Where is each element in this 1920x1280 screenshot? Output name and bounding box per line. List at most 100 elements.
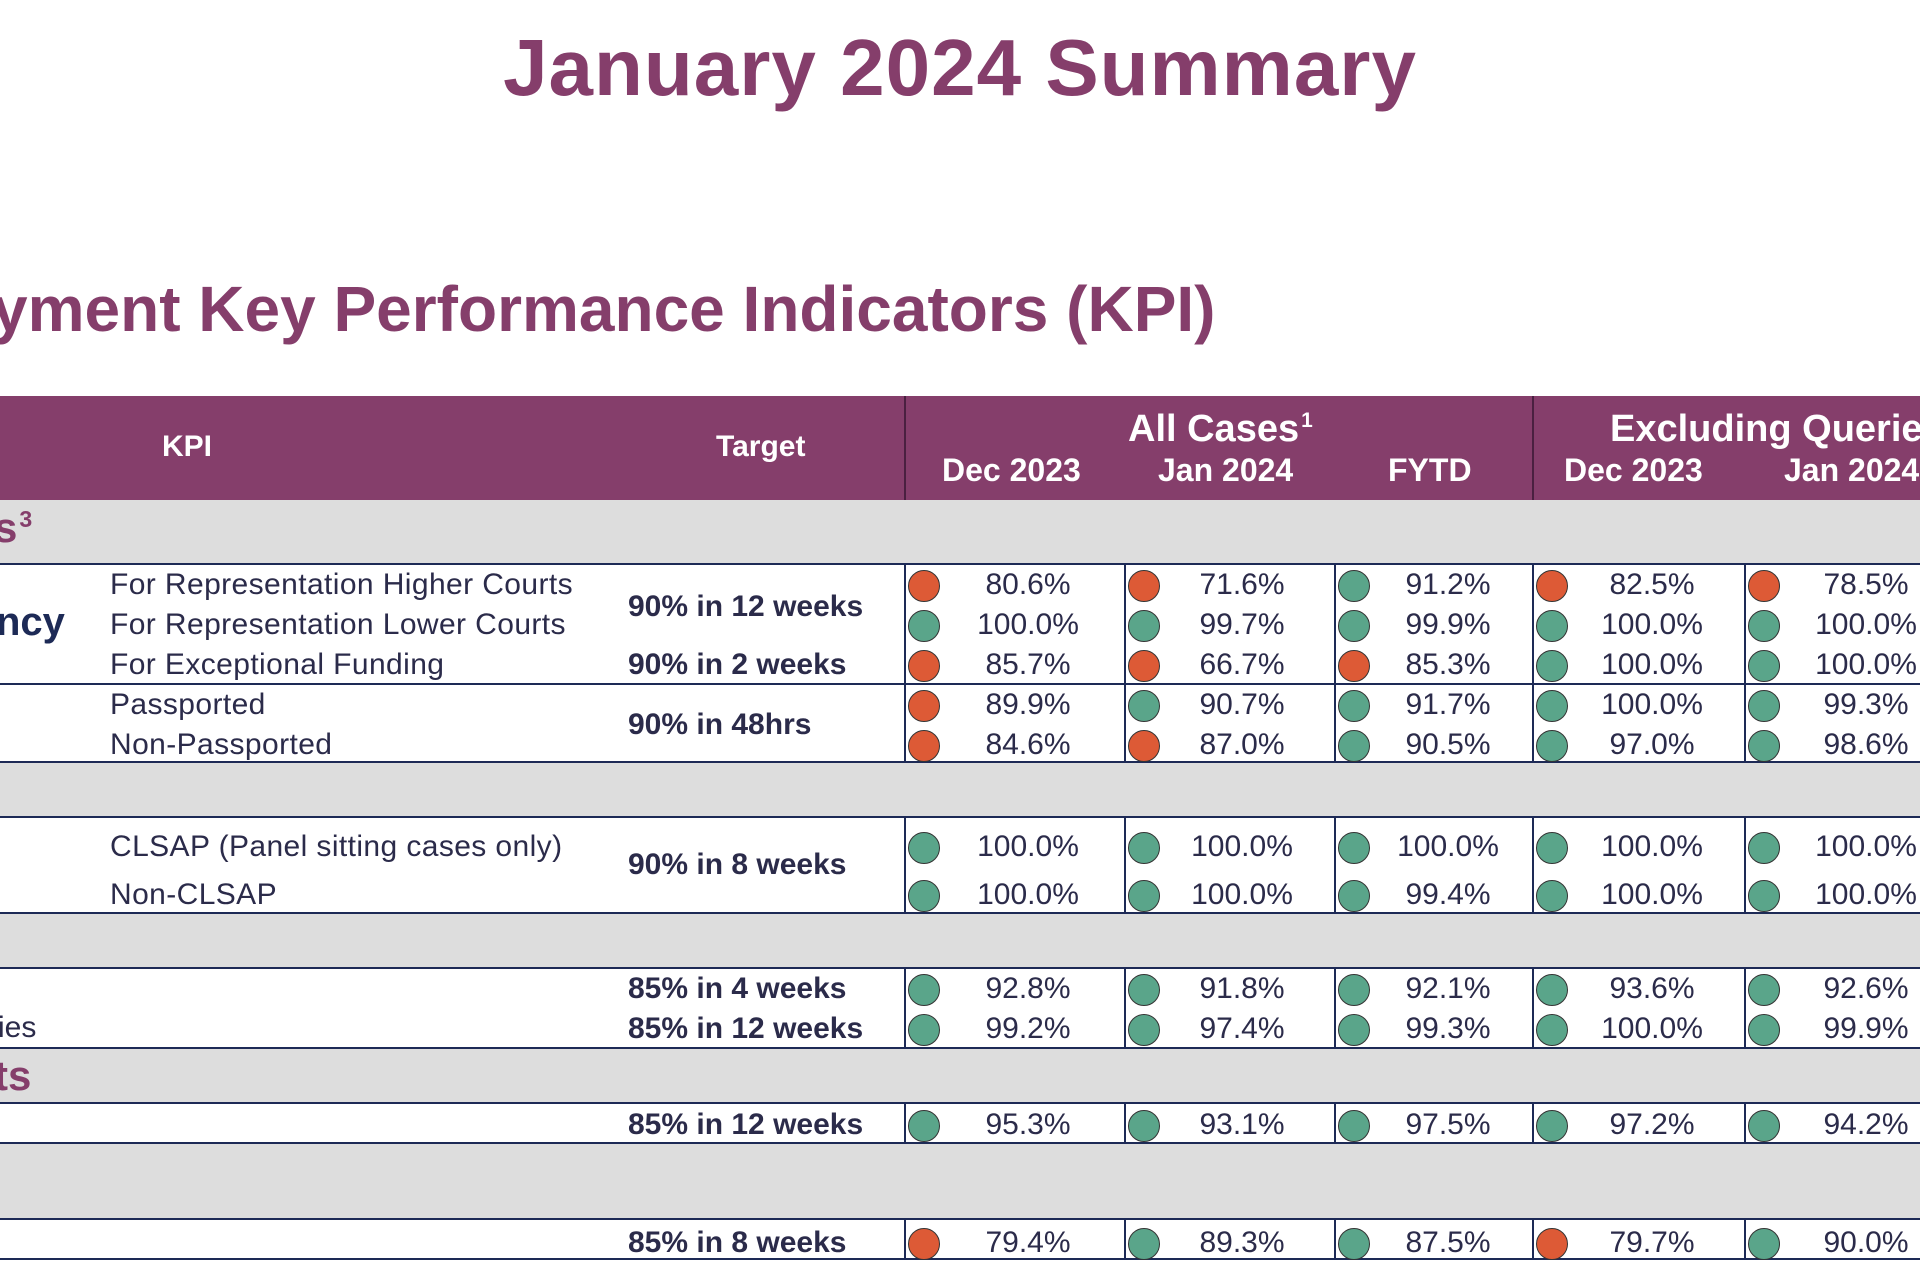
section-band bbox=[0, 1142, 1920, 1218]
row-label: ies bbox=[0, 1011, 37, 1044]
status-green-icon bbox=[1748, 1014, 1780, 1046]
kpi-label: For Exceptional Funding bbox=[110, 648, 445, 681]
target-value: 85% in 8 weeks bbox=[628, 1226, 847, 1259]
column-divider bbox=[1532, 1102, 1534, 1142]
kpi-value: 100.0% bbox=[1397, 830, 1499, 863]
column-divider bbox=[1124, 1102, 1126, 1142]
status-green-icon bbox=[1128, 832, 1160, 864]
column-divider bbox=[1124, 967, 1126, 1047]
kpi-value: 100.0% bbox=[1191, 830, 1293, 863]
col-header-dec-2023: Dec 2023 bbox=[942, 452, 1081, 488]
kpi-value: 66.7% bbox=[1199, 648, 1285, 681]
group-label: ncy bbox=[0, 600, 65, 644]
column-divider bbox=[1124, 563, 1126, 683]
status-green-icon bbox=[908, 610, 940, 642]
status-red-icon bbox=[1128, 650, 1160, 682]
status-red-icon bbox=[1128, 730, 1160, 762]
status-green-icon bbox=[1536, 690, 1568, 722]
kpi-value: 95.3% bbox=[985, 1108, 1071, 1141]
row-divider bbox=[0, 1218, 1920, 1220]
kpi-value: 97.5% bbox=[1405, 1108, 1491, 1141]
row-divider bbox=[0, 1258, 1920, 1260]
section-band: ts bbox=[0, 1048, 1920, 1102]
kpi-value: 100.0% bbox=[1601, 830, 1703, 863]
kpi-value: 100.0% bbox=[1601, 878, 1703, 911]
column-divider bbox=[1124, 683, 1126, 761]
target-value: 85% in 12 weeks bbox=[628, 1012, 864, 1045]
status-green-icon bbox=[1536, 650, 1568, 682]
kpi-label: For Representation Higher Courts bbox=[110, 568, 574, 601]
column-divider bbox=[904, 1102, 906, 1142]
status-green-icon bbox=[1536, 832, 1568, 864]
page-title: January 2024 Summary bbox=[503, 23, 1417, 112]
status-green-icon bbox=[1338, 974, 1370, 1006]
column-divider bbox=[1532, 683, 1534, 761]
section-band: s3 bbox=[0, 500, 1920, 564]
status-green-icon bbox=[1536, 1014, 1568, 1046]
column-divider bbox=[1744, 563, 1746, 683]
column-divider bbox=[904, 1218, 906, 1258]
status-green-icon bbox=[1338, 690, 1370, 722]
section-label: s3 bbox=[0, 504, 33, 551]
column-divider bbox=[1532, 816, 1534, 912]
target-value: 85% in 12 weeks bbox=[628, 1108, 864, 1141]
section-band bbox=[0, 913, 1920, 967]
column-divider bbox=[1334, 563, 1336, 683]
status-red-icon bbox=[1128, 570, 1160, 602]
column-divider bbox=[904, 967, 906, 1047]
kpi-value: 90.7% bbox=[1199, 688, 1285, 721]
status-green-icon bbox=[908, 974, 940, 1006]
table-header: KPI Target All Cases1 Excluding Queried … bbox=[0, 396, 1920, 500]
row-divider bbox=[0, 1102, 1920, 1104]
kpi-value: 100.0% bbox=[1815, 648, 1917, 681]
footnote-marker: 1 bbox=[1301, 409, 1313, 433]
footnote-marker: 3 bbox=[19, 506, 33, 532]
status-green-icon bbox=[1536, 880, 1568, 912]
kpi-value: 71.6% bbox=[1199, 568, 1285, 601]
kpi-value: 93.1% bbox=[1199, 1108, 1285, 1141]
status-green-icon bbox=[1338, 832, 1370, 864]
row-divider bbox=[0, 912, 1920, 914]
column-divider bbox=[1532, 967, 1534, 1047]
column-divider bbox=[1334, 1102, 1336, 1142]
kpi-column-header: KPI bbox=[162, 430, 213, 463]
kpi-value: 84.6% bbox=[985, 728, 1071, 761]
status-green-icon bbox=[1748, 650, 1780, 682]
status-red-icon bbox=[1748, 570, 1780, 602]
status-red-icon bbox=[908, 570, 940, 602]
status-red-icon bbox=[1536, 570, 1568, 602]
status-red-icon bbox=[1338, 650, 1370, 682]
status-green-icon bbox=[1128, 1228, 1160, 1260]
status-green-icon bbox=[1338, 1014, 1370, 1046]
column-divider bbox=[1124, 1218, 1126, 1258]
header-divider bbox=[1532, 396, 1534, 500]
column-divider bbox=[1334, 816, 1336, 912]
kpi-value: 100.0% bbox=[1815, 878, 1917, 911]
section-band bbox=[0, 762, 1920, 816]
kpi-value: 97.0% bbox=[1609, 728, 1695, 761]
column-divider bbox=[1334, 967, 1336, 1047]
kpi-value: 89.3% bbox=[1199, 1226, 1285, 1259]
target-value: 90% in 8 weeks bbox=[628, 848, 847, 881]
status-green-icon bbox=[1338, 1228, 1370, 1260]
status-green-icon bbox=[1128, 974, 1160, 1006]
status-green-icon bbox=[1536, 730, 1568, 762]
kpi-value: 93.6% bbox=[1609, 972, 1695, 1005]
target-column-header: Target bbox=[716, 430, 806, 463]
status-green-icon bbox=[1748, 1228, 1780, 1260]
status-green-icon bbox=[1338, 610, 1370, 642]
kpi-value: 99.2% bbox=[985, 1012, 1071, 1045]
row-divider bbox=[0, 816, 1920, 818]
column-divider bbox=[1334, 1218, 1336, 1258]
status-green-icon bbox=[1338, 730, 1370, 762]
status-green-icon bbox=[1338, 1110, 1370, 1142]
kpi-value: 97.2% bbox=[1609, 1108, 1695, 1141]
column-divider bbox=[1532, 1218, 1534, 1258]
kpi-value: 91.7% bbox=[1405, 688, 1491, 721]
all-cases-label: All Cases bbox=[1128, 408, 1300, 450]
kpi-value: 82.5% bbox=[1609, 568, 1695, 601]
status-green-icon bbox=[1748, 690, 1780, 722]
column-divider bbox=[1124, 816, 1126, 912]
kpi-value: 100.0% bbox=[1191, 878, 1293, 911]
kpi-value: 100.0% bbox=[977, 830, 1079, 863]
